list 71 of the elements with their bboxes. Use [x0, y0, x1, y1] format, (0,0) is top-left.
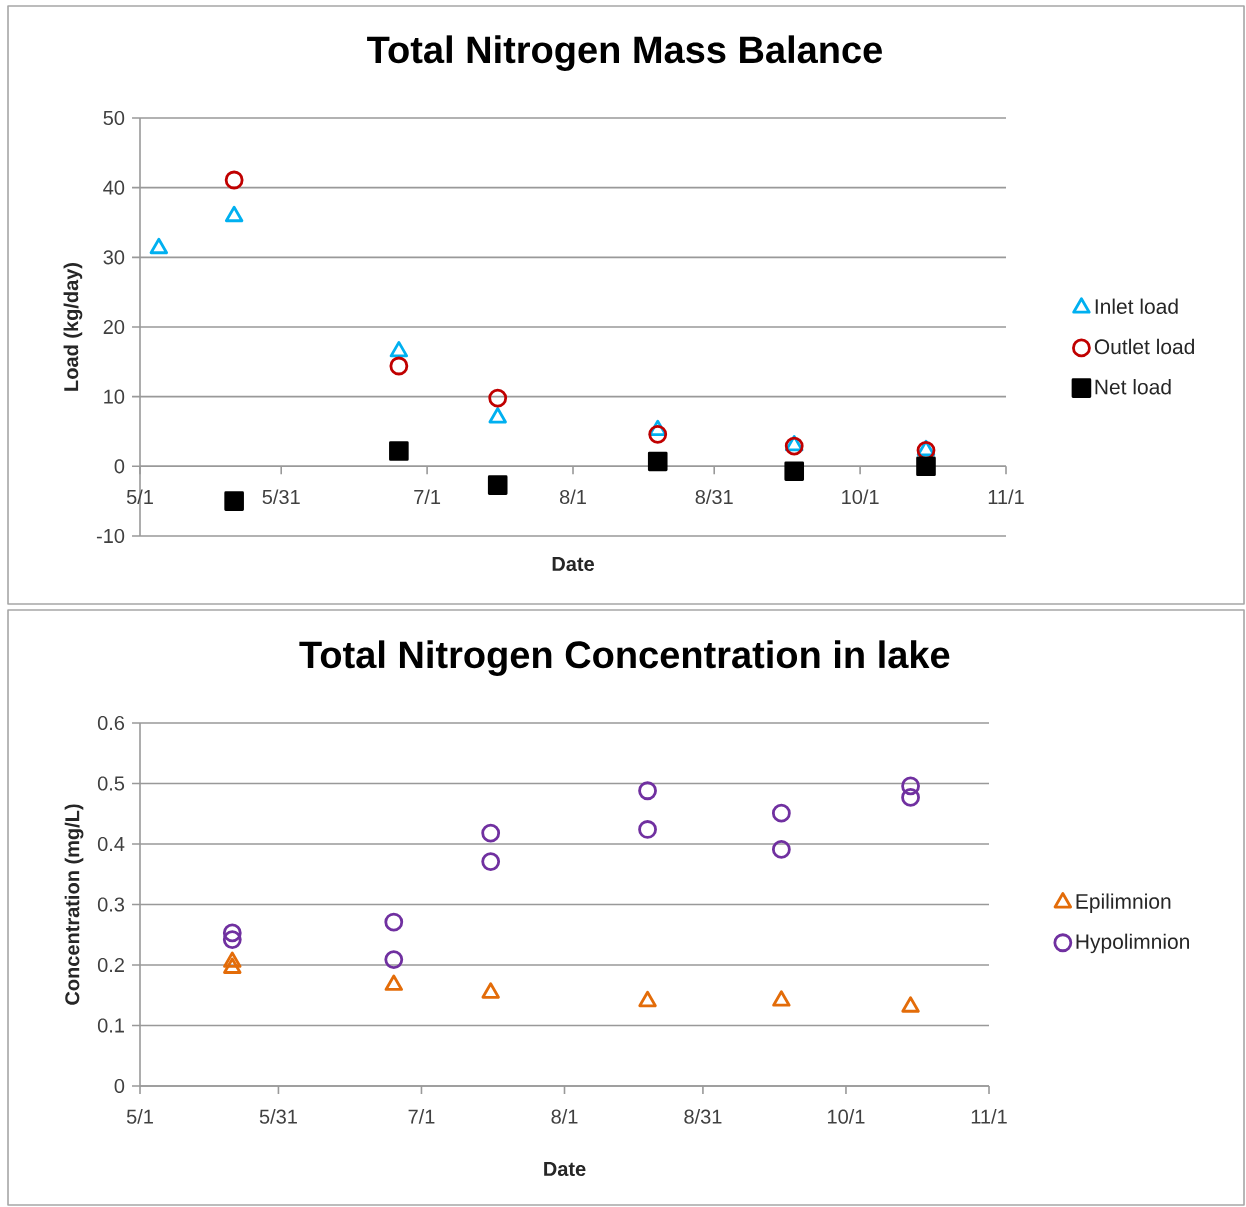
point [488, 407, 507, 424]
x-tick-label: 7/1 [408, 1109, 435, 1124]
point [771, 840, 791, 859]
y-tick-label: 30 [103, 250, 125, 265]
legend-label: Inlet load [1095, 298, 1178, 315]
y-axis-title: Load (kg/day) [63, 262, 83, 391]
point [771, 803, 791, 823]
y-tick-label: 0.6 [97, 715, 125, 731]
point [384, 950, 404, 969]
point [488, 388, 508, 408]
x-tick-label: 5/1 [126, 1109, 153, 1124]
x-tick-label: 11/1 [988, 489, 1024, 505]
point [648, 424, 668, 444]
point [223, 951, 242, 968]
y-tick-label: 0 [114, 1078, 125, 1094]
x-tick-label: 8/1 [551, 1109, 578, 1124]
x-tick-label: 5/1 [126, 489, 153, 505]
point [389, 340, 409, 358]
point [638, 820, 657, 839]
point [481, 823, 501, 843]
point [389, 356, 409, 376]
point [901, 788, 920, 807]
x-tick-label: 10/1 [842, 489, 879, 505]
point [647, 451, 668, 472]
y-tick-label: 0.1 [97, 1018, 124, 1033]
y-tick-label: -10 [96, 528, 125, 544]
point [149, 237, 169, 255]
point [638, 990, 657, 1008]
legend-label: Net load [1095, 379, 1171, 395]
point [389, 441, 409, 461]
y-tick-label: 0.5 [97, 776, 125, 791]
chart-title: Total Nitrogen Mass Balance [367, 35, 882, 71]
legend-label: Hypolimnion [1076, 933, 1189, 954]
point [223, 957, 242, 974]
point [224, 491, 244, 511]
point [784, 461, 805, 481]
point [901, 996, 920, 1013]
x-tick-label: 8/31 [684, 1109, 722, 1124]
point [224, 205, 244, 223]
y-tick-label: 20 [103, 319, 125, 335]
x-axis-title: Date [544, 1162, 586, 1176]
point [772, 990, 791, 1007]
point [481, 852, 501, 871]
x-tick-label: 8/1 [559, 489, 586, 505]
y-tick-label: 0 [114, 459, 125, 474]
x-tick-label: 5/31 [262, 489, 300, 505]
x-tick-label: 5/31 [259, 1109, 297, 1124]
point [384, 912, 404, 932]
x-tick-label: 10/1 [828, 1109, 865, 1124]
point [901, 776, 920, 796]
point [384, 974, 403, 991]
point [638, 781, 657, 801]
x-tick-label: 8/31 [695, 489, 733, 505]
y-tick-label: 10 [104, 389, 125, 404]
y-tick-label: 0.2 [97, 957, 124, 973]
x-tick-label: 11/1 [971, 1109, 1007, 1124]
point [481, 982, 500, 999]
x-axis-title: Date [552, 557, 594, 572]
point [487, 475, 508, 495]
legend-label: Epilimnion [1076, 893, 1171, 914]
point [916, 456, 936, 477]
y-tick-label: 0.3 [97, 897, 125, 912]
y-tick-label: 40 [103, 180, 125, 195]
point [222, 930, 242, 949]
y-tick-label: 0.4 [97, 836, 125, 852]
legend-label: Outlet load [1094, 338, 1195, 355]
chart-title: Total Nitrogen Concentration in lake [299, 640, 950, 676]
x-tick-label: 7/1 [414, 489, 441, 505]
y-tick-label: 50 [103, 110, 125, 126]
y-axis-title: Concentration (mg/L) [64, 804, 84, 1005]
point [222, 923, 242, 943]
